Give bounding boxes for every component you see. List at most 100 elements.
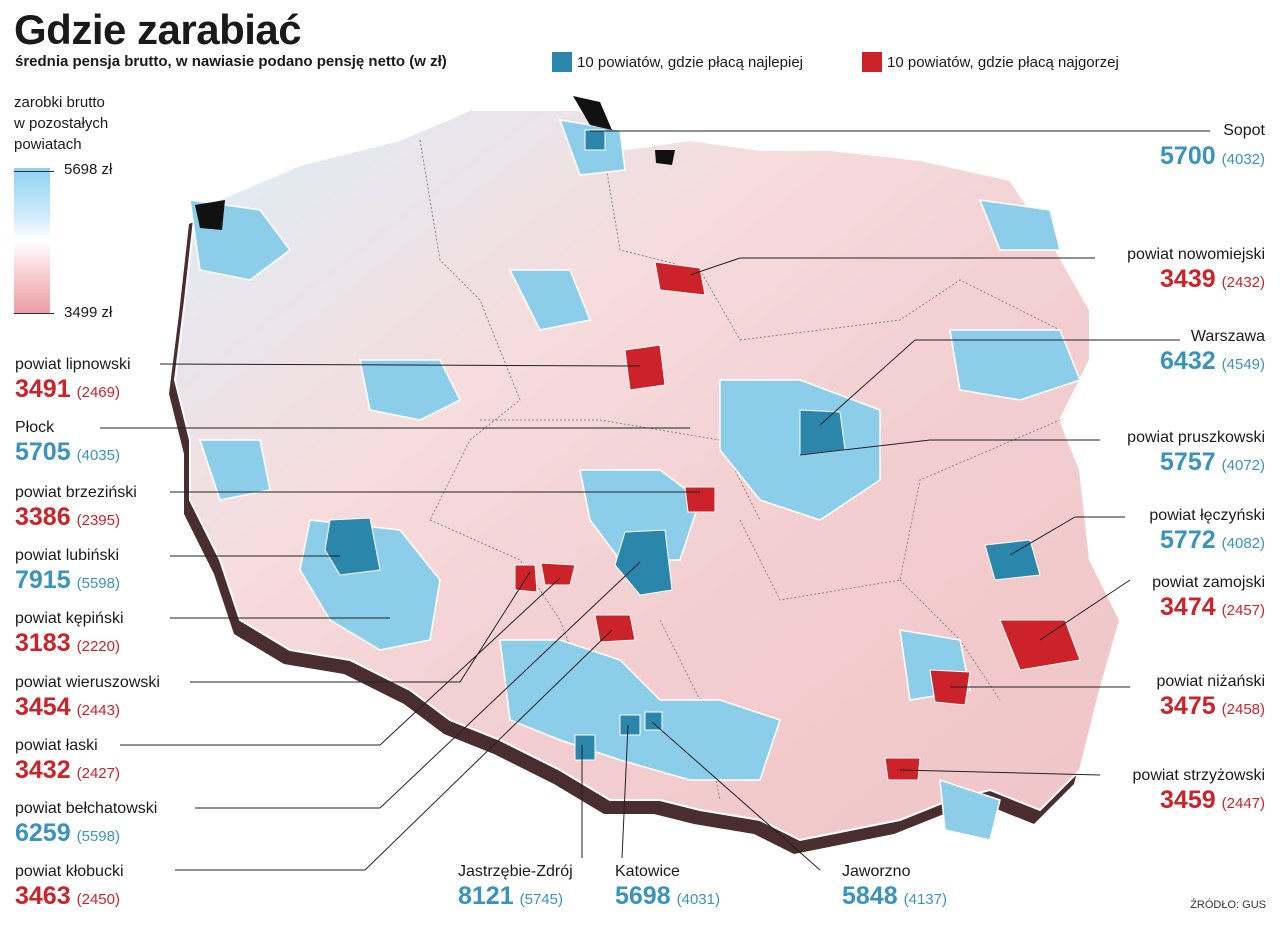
callout-plock-name: Płock <box>15 419 55 436</box>
callout-leczynski-name: powiat łęczyński <box>1149 507 1265 524</box>
callout-warszawa-name: Warszawa <box>1190 328 1265 345</box>
callout-nizanski-gross: 3475 <box>1160 692 1216 720</box>
callout-wieruszowski-value: 3454 (2443) <box>15 693 120 722</box>
page-title: Gdzie zarabiać <box>14 6 302 53</box>
callout-pruszkowski-value: 5757 (4072) <box>1160 448 1265 477</box>
callout-zamojski-name: powiat zamojski <box>1152 574 1265 591</box>
callout-lubinski-name: powiat lubiński <box>15 547 120 564</box>
callout-plock-value: 5705 (4035) <box>15 438 120 467</box>
callout-lipnowski-net: (2469) <box>76 384 120 401</box>
callout-sopot-value: 5700 (4032) <box>1160 142 1265 171</box>
callout-strzyzowski-net: (2447) <box>1221 795 1265 812</box>
callout-lubinski-value: 7915 (5598) <box>15 566 120 595</box>
callout-wieruszowski-net: (2443) <box>76 702 120 719</box>
callout-lubinski-gross: 7915 <box>15 566 71 594</box>
callout-plock-gross: 5705 <box>15 438 71 466</box>
callout-kepinski-value: 3183 (2220) <box>15 629 120 658</box>
callout-katowice-gross: 5698 <box>615 882 671 910</box>
callout-klobucki-value: 3463 (2450) <box>15 882 120 911</box>
callout-katowice-value: 5698 (4031) <box>615 882 720 911</box>
callout-leczynski-value: 5772 (4082) <box>1160 526 1265 555</box>
callout-strzyzowski-value: 3459 (2447) <box>1160 786 1265 815</box>
callout-jaworzno-name: Jaworzno <box>842 863 911 880</box>
callout-strzyzowski-gross: 3459 <box>1160 786 1216 814</box>
scale-min-label: 3499 zł <box>64 304 113 321</box>
callout-nizanski-name: powiat niżański <box>1156 673 1266 690</box>
callout-lipnowski-name: powiat lipnowski <box>15 356 131 373</box>
callout-zamojski-gross: 3474 <box>1160 593 1216 621</box>
callout-laski-name: powiat łaski <box>15 737 98 754</box>
scale-max-label: 5698 zł <box>64 161 113 178</box>
callout-brzezinski-gross: 3386 <box>15 503 71 531</box>
best-regions <box>324 129 1041 761</box>
callout-pruszkowski-gross: 5757 <box>1160 448 1216 476</box>
legend-worst-swatch <box>862 52 882 72</box>
callout-laski-net: (2427) <box>76 765 120 782</box>
callout-warszawa-gross: 6432 <box>1160 347 1216 375</box>
color-scale-bar <box>14 168 50 314</box>
callout-lubinski-net: (5598) <box>76 575 120 592</box>
callout-strzyzowski-name: powiat strzyżowski <box>1132 767 1265 784</box>
callout-brzezinski-net: (2395) <box>76 512 120 529</box>
source-note: ŹRÓDŁO: GUS <box>1190 899 1266 911</box>
callout-kepinski-gross: 3183 <box>15 629 71 657</box>
callout-pruszkowski-net: (4072) <box>1221 457 1265 474</box>
callout-jaworzno-value: 5848 (4137) <box>842 882 947 911</box>
worst-regions <box>514 261 1081 781</box>
callout-jaworzno-net: (4137) <box>903 891 947 908</box>
callout-jaworzno-gross: 5848 <box>842 882 898 910</box>
legend-worst-label: 10 powiatów, gdzie płacą najgorzej <box>887 53 1119 71</box>
callout-sopot-net: (4032) <box>1221 151 1265 168</box>
callout-jastrzebie-value: 8121 (5745) <box>458 882 563 911</box>
callout-leczynski-net: (4082) <box>1221 535 1265 552</box>
callout-warszawa-net: (4549) <box>1221 356 1265 373</box>
callout-jastrzebie-name: Jastrzębie-Zdrój <box>458 863 573 880</box>
callout-warszawa-value: 6432 (4549) <box>1160 347 1265 376</box>
legend-best-label: 10 powiatów, gdzie płacą najlepiej <box>577 53 803 71</box>
callout-klobucki-net: (2450) <box>76 891 120 908</box>
callout-jastrzebie-net: (5745) <box>519 891 563 908</box>
leader-lines <box>100 130 1210 871</box>
legend-worst: 10 powiatów, gdzie płacą najgorzej <box>862 52 1119 72</box>
callout-lipnowski-value: 3491 (2469) <box>15 375 120 404</box>
callout-sopot-gross: 5700 <box>1160 142 1216 170</box>
scale-title-line3: powiatach <box>14 136 82 153</box>
callout-nowomiejski-value: 3439 (2432) <box>1160 265 1265 294</box>
callout-nizanski-net: (2458) <box>1221 701 1265 718</box>
callout-pruszkowski-name: powiat pruszkowski <box>1127 429 1265 446</box>
callout-nowomiejski-name: powiat nowomiejski <box>1127 246 1265 263</box>
callout-brzezinski-value: 3386 (2395) <box>15 503 120 532</box>
callout-belchatowski-value: 6259 (5598) <box>15 819 120 848</box>
callout-kepinski-name: powiat kępiński <box>15 610 124 627</box>
callout-sopot-name: Sopot <box>1223 122 1265 139</box>
scale-tick-min <box>14 313 54 314</box>
callout-klobucki-name: powiat kłobucki <box>15 863 124 880</box>
callout-laski-gross: 3432 <box>15 756 71 784</box>
callout-leczynski-gross: 5772 <box>1160 526 1216 554</box>
callout-katowice-net: (4031) <box>676 891 720 908</box>
callout-plock-net: (4035) <box>76 447 120 464</box>
callout-katowice-name: Katowice <box>615 863 680 880</box>
callout-wieruszowski-name: powiat wieruszowski <box>15 674 160 691</box>
legend-best: 10 powiatów, gdzie płacą najlepiej <box>552 52 803 72</box>
callout-lipnowski-gross: 3491 <box>15 375 71 403</box>
coast-details <box>195 96 675 230</box>
callout-zamojski-value: 3474 (2457) <box>1160 593 1265 622</box>
scale-title: zarobki brutto w pozostałych powiatach <box>14 92 144 155</box>
scale-tick-max <box>14 171 54 172</box>
callout-klobucki-gross: 3463 <box>15 882 71 910</box>
legend-best-swatch <box>552 52 572 72</box>
callout-belchatowski-gross: 6259 <box>15 819 71 847</box>
callout-laski-value: 3432 (2427) <box>15 756 120 785</box>
callout-wieruszowski-gross: 3454 <box>15 693 71 721</box>
scale-title-line1: zarobki brutto <box>14 94 105 111</box>
callout-nowomiejski-net: (2432) <box>1221 274 1265 291</box>
callout-nizanski-value: 3475 (2458) <box>1160 692 1265 721</box>
callout-belchatowski-name: powiat bełchatowski <box>15 800 158 817</box>
callout-brzezinski-name: powiat brzeziński <box>15 484 137 501</box>
callout-nowomiejski-gross: 3439 <box>1160 265 1216 293</box>
scale-title-line2: w pozostałych <box>14 115 109 132</box>
callout-belchatowski-net: (5598) <box>76 828 120 845</box>
callout-zamojski-net: (2457) <box>1221 602 1265 619</box>
